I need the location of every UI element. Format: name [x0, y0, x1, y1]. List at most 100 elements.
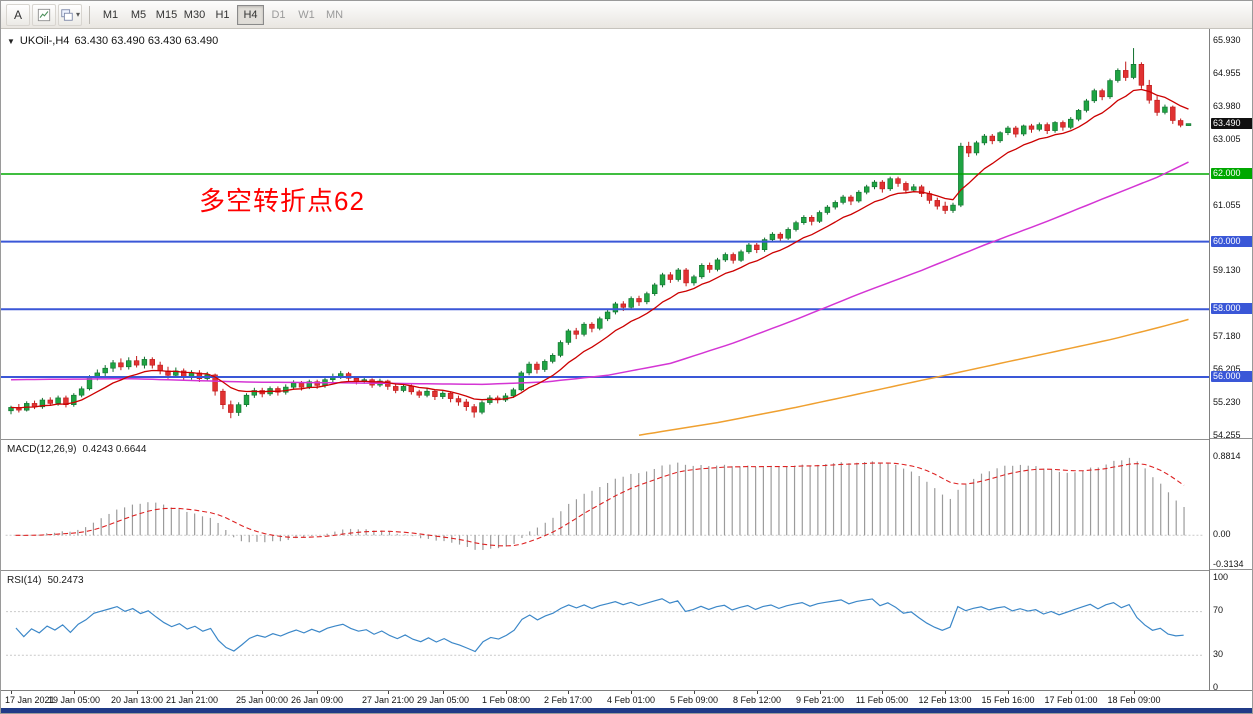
chart-icon	[37, 8, 51, 21]
timeframe-m15-button[interactable]: M15	[153, 5, 180, 25]
toolbar: A ▾ M1 M5 M15 M30 H1 H4 D1 W1 MN	[1, 1, 1252, 29]
time-axis-label: 21 Jan 21:00	[165, 695, 219, 705]
toolbar-separator	[89, 5, 90, 24]
time-tick	[757, 691, 758, 694]
rsi-chart[interactable]	[1, 571, 1209, 690]
timeframe-h1-button[interactable]: H1	[209, 5, 236, 25]
time-tick	[506, 691, 507, 694]
window-bottom-strip	[1, 708, 1252, 713]
price-line-tag: 63.490	[1211, 118, 1252, 129]
rsi-value: 50.2473	[47, 575, 84, 586]
time-tick	[1134, 691, 1135, 694]
time-tick	[137, 691, 138, 694]
main-chart-pane[interactable]: ▼ UKOil-,H4 63.430 63.490 63.430 63.490 …	[1, 29, 1209, 439]
price-axis-label: 61.055	[1213, 200, 1241, 210]
time-tick	[262, 691, 263, 694]
time-axis-label: 17 Jan 2021	[5, 695, 55, 705]
time-axis-label: 17 Feb 01:00	[1044, 695, 1098, 705]
cascade-windows-icon	[61, 8, 73, 21]
time-tick	[388, 691, 389, 694]
price-axis-label: 59.130	[1213, 265, 1241, 275]
timeframe-m30-button[interactable]: M30	[181, 5, 208, 25]
symbol-timeframe-label: UKOil-,H4	[19, 35, 70, 47]
time-axis-label: 27 Jan 21:00	[361, 695, 415, 705]
time-tick	[1071, 691, 1072, 694]
price-axis-label: 54.255	[1213, 430, 1241, 440]
time-tick	[631, 691, 632, 694]
price-line-tag: 60.000	[1211, 236, 1252, 247]
ohlc-readout: 63.430 63.490 63.430 63.490	[74, 35, 219, 47]
price-axis-label: 65.930	[1213, 35, 1241, 45]
macd-pane[interactable]: MACD(12,26,9) 0.4243 0.6644	[1, 439, 1209, 570]
time-tick	[192, 691, 193, 694]
time-tick	[1008, 691, 1009, 694]
time-axis-label: 18 Feb 09:00	[1107, 695, 1161, 705]
time-axis-label: 15 Feb 16:00	[981, 695, 1035, 705]
time-tick	[11, 691, 12, 694]
macd-axis-label: 0.8814	[1213, 451, 1241, 461]
price-axis-label: 63.980	[1213, 101, 1241, 111]
time-axis-label: 5 Feb 09:00	[669, 695, 719, 705]
time-tick	[317, 691, 318, 694]
price-axis-label: 57.180	[1213, 331, 1241, 341]
macd-label: MACD(12,26,9) 0.4243 0.6644	[7, 444, 146, 455]
time-tick	[568, 691, 569, 694]
time-tick	[74, 691, 75, 694]
timeframe-w1-button[interactable]: W1	[293, 5, 320, 25]
price-line-tag: 62.000	[1211, 168, 1252, 179]
time-axis-label: 26 Jan 09:00	[290, 695, 344, 705]
macd-axis-label: -0.3134	[1213, 559, 1244, 569]
time-axis-label: 12 Feb 13:00	[918, 695, 972, 705]
time-axis-label: 11 Feb 05:00	[855, 695, 909, 705]
time-axis-label: 19 Jan 05:00	[47, 695, 101, 705]
price-line-tag: 56.000	[1211, 371, 1252, 382]
text-tool-button[interactable]: A	[6, 3, 30, 26]
dropdown-caret-icon: ▾	[75, 10, 80, 19]
rsi-axis-label: 0	[1213, 682, 1219, 692]
macd-chart[interactable]	[1, 440, 1209, 570]
time-axis-label: 8 Feb 12:00	[732, 695, 782, 705]
rsi-name: RSI(14)	[7, 575, 42, 586]
timeframe-mn-button[interactable]: MN	[321, 5, 348, 25]
pane-separator[interactable]	[1210, 438, 1252, 439]
macd-name: MACD(12,26,9)	[7, 444, 77, 455]
macd-axis-label: 0.00	[1213, 529, 1231, 539]
time-tick	[882, 691, 883, 694]
time-axis-label: 2 Feb 17:00	[543, 695, 593, 705]
time-tick	[694, 691, 695, 694]
time-axis-label: 20 Jan 13:00	[110, 695, 164, 705]
new-chart-button[interactable]	[32, 3, 56, 26]
rsi-axis-label: 30	[1213, 649, 1224, 659]
chart-text-annotation: 多空转折点62	[199, 186, 365, 216]
time-scale[interactable]: 17 Jan 2021 19 Jan 05:00 20 Jan 13:00 21 Ja…	[1, 690, 1252, 708]
rsi-axis-label: 100	[1213, 572, 1229, 582]
time-tick	[945, 691, 946, 694]
timeframe-group: M1 M5 M15 M30 H1 H4 D1 W1 MN	[97, 4, 348, 25]
price-scale[interactable]: 65.930 64.955 63.980 63.005 63.490 62.000 61.0…	[1209, 29, 1252, 692]
price-axis-label: 56.205	[1213, 364, 1241, 374]
time-axis-label: 1 Feb 08:00	[481, 695, 531, 705]
time-axis-label: 9 Feb 21:00	[795, 695, 845, 705]
profiles-dropdown-button[interactable]: ▾	[58, 3, 82, 26]
rsi-pane[interactable]: RSI(14) 50.2473	[1, 570, 1209, 690]
price-axis-label: 64.955	[1213, 68, 1241, 78]
timeframe-d1-button[interactable]: D1	[265, 5, 292, 25]
rsi-label: RSI(14) 50.2473	[7, 575, 84, 586]
chart-title: ▼ UKOil-,H4 63.430 63.490 63.430 63.490	[7, 35, 218, 47]
timeframe-m1-button[interactable]: M1	[97, 5, 124, 25]
time-axis-label: 25 Jan 00:00	[235, 695, 289, 705]
price-axis-label: 55.230	[1213, 397, 1241, 407]
timeframe-h4-button[interactable]: H4	[237, 4, 264, 25]
symbol-dropdown-icon[interactable]: ▼	[7, 36, 15, 46]
time-axis-label: 4 Feb 01:00	[606, 695, 656, 705]
rsi-axis-label: 70	[1213, 605, 1224, 615]
time-tick	[443, 691, 444, 694]
time-axis-label: 29 Jan 05:00	[416, 695, 470, 705]
price-line-tag: 58.000	[1211, 303, 1252, 314]
pane-separator[interactable]	[1210, 569, 1252, 570]
timeframe-m5-button[interactable]: M5	[125, 5, 152, 25]
time-tick	[820, 691, 821, 694]
price-axis-label: 63.005	[1213, 134, 1241, 144]
candlestick-chart[interactable]	[1, 29, 1209, 439]
